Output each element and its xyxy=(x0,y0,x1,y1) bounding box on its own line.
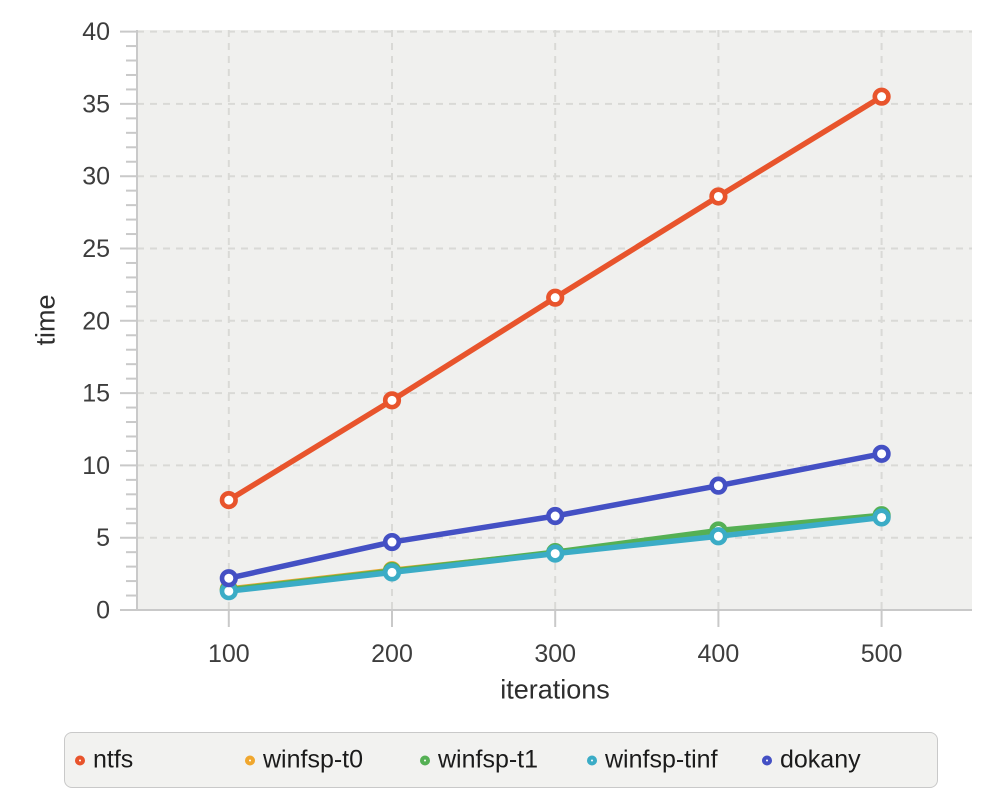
data-point-dokany[interactable] xyxy=(546,506,565,526)
data-point-dokany[interactable] xyxy=(709,476,728,495)
legend-item-label: dokany xyxy=(780,745,861,774)
y-axis-title: time xyxy=(30,294,61,346)
legend-item-label: winfsp-tinf xyxy=(605,745,718,774)
legend-item-winfsp-t0[interactable]: winfsp-t0 xyxy=(245,746,363,775)
legend-item-dokany[interactable]: dokany xyxy=(762,746,861,775)
data-point-winfsp-tinf[interactable] xyxy=(546,544,565,563)
legend-marker-icon xyxy=(420,755,430,765)
legend-item-winfsp-t1[interactable]: winfsp-t1 xyxy=(420,746,538,775)
x-tick-label: 400 xyxy=(698,640,740,668)
legend-item-label: winfsp-t0 xyxy=(263,745,364,774)
legend-item-label: ntfs xyxy=(93,745,134,774)
data-point-dokany[interactable] xyxy=(872,444,891,463)
data-point-ntfs[interactable] xyxy=(546,288,565,307)
x-tick-label: 200 xyxy=(371,640,413,668)
legend-marker-icon xyxy=(762,755,772,765)
x-tick-label: 300 xyxy=(534,640,576,668)
legend-marker-icon xyxy=(245,755,255,765)
y-tick-label: 10 xyxy=(82,452,110,480)
legend-marker-icon xyxy=(587,755,597,765)
y-tick-label: 35 xyxy=(82,90,110,118)
data-point-ntfs[interactable] xyxy=(219,491,238,510)
y-tick-label: 5 xyxy=(96,524,110,552)
data-point-ntfs[interactable] xyxy=(872,87,891,106)
x-tick-label: 500 xyxy=(861,640,903,668)
data-point-winfsp-tinf[interactable] xyxy=(709,527,728,546)
y-tick-label: 25 xyxy=(82,235,110,263)
y-tick-label: 20 xyxy=(82,307,110,335)
legend-item-label: winfsp-t1 xyxy=(438,745,539,774)
x-tick-label: 100 xyxy=(208,640,250,668)
data-point-ntfs[interactable] xyxy=(709,187,728,206)
data-point-dokany[interactable] xyxy=(382,532,402,552)
data-point-winfsp-tinf[interactable] xyxy=(382,563,402,582)
data-point-ntfs[interactable] xyxy=(382,391,402,410)
data-point-dokany[interactable] xyxy=(219,569,238,588)
y-tick-label: 15 xyxy=(82,380,110,408)
legend: ntfs winfsp-t0 winfsp-t1 winfsp-tinf dokany xyxy=(64,732,938,788)
x-axis-title: iterations xyxy=(500,674,610,705)
y-tick-label: 30 xyxy=(82,163,110,191)
y-tick-label: 0 xyxy=(96,597,110,625)
legend-item-ntfs[interactable]: ntfs xyxy=(75,746,133,775)
legend-item-winfsp-tinf[interactable]: winfsp-tinf xyxy=(587,746,718,775)
y-tick-label: 40 xyxy=(82,18,110,46)
data-point-winfsp-tinf[interactable] xyxy=(872,508,891,527)
legend-marker-icon xyxy=(75,755,85,765)
